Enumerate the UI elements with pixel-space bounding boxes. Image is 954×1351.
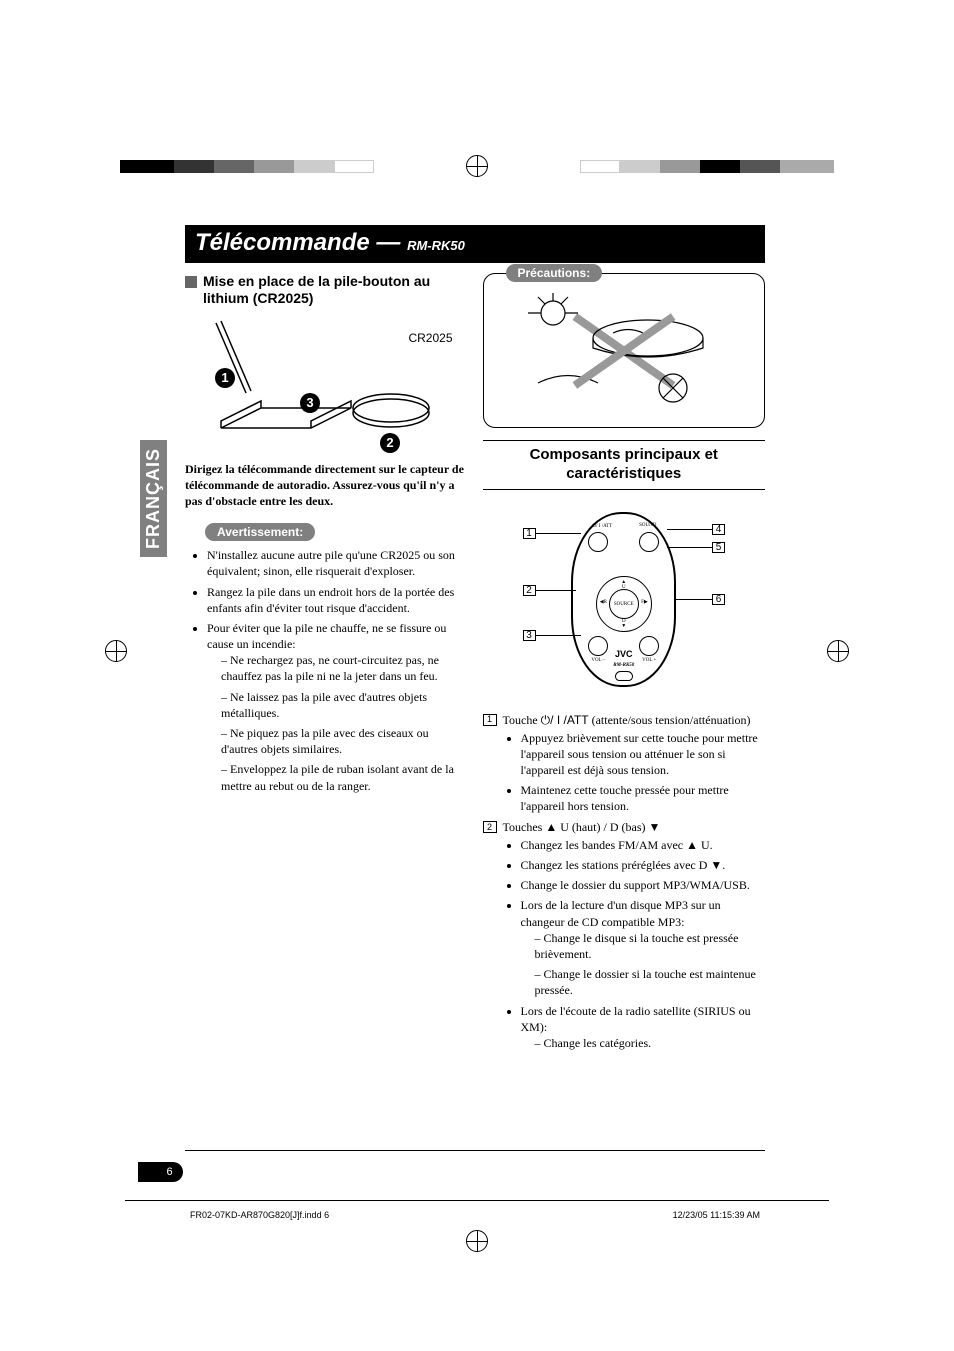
registration-mark-right bbox=[827, 640, 849, 662]
callout-6-line bbox=[675, 599, 712, 600]
section-marker-icon bbox=[185, 276, 197, 288]
precautions-box: Précautions: bbox=[483, 273, 766, 428]
footer-file: FR02-07KD-AR870G820[J]f.indd 6 bbox=[190, 1210, 329, 1220]
desc-num-2: 2 bbox=[483, 821, 497, 833]
remote-diagram: ⏻/ I /ATT SOUND SOURCE ▲U D▼ ◀R F▶ VOL –… bbox=[483, 500, 766, 700]
callout-1-line bbox=[536, 533, 581, 534]
warn-item-3-text: Pour éviter que la pile ne chauffe, ne s… bbox=[207, 621, 446, 651]
desc-2-s1: Change le disque si la touche est pressé… bbox=[535, 930, 766, 962]
registration-mark-bottom bbox=[466, 1230, 488, 1252]
desc-2-b4-text: Lors de la lecture d'un disque MP3 sur u… bbox=[521, 898, 721, 928]
aim-remote-paragraph: Dirigez la télécommande directement sur … bbox=[185, 461, 468, 510]
remote-led bbox=[615, 671, 633, 681]
page-content: Télécommande — RM-RK50 Mise en place de … bbox=[185, 225, 765, 1055]
desc-2-list: Changez les bandes FM/AM avec ▲ U. Chang… bbox=[483, 837, 766, 1051]
page-number: 6 bbox=[138, 1162, 183, 1182]
warn-item-1: N'installez aucune autre pile qu'une CR2… bbox=[207, 547, 468, 579]
desc-2-head: Touches ▲ U (haut) / D (bas) ▼ bbox=[503, 819, 661, 835]
callout-5: 5 bbox=[712, 542, 725, 553]
dpad-center: SOURCE bbox=[609, 589, 639, 619]
registration-mark-top bbox=[466, 155, 488, 177]
desc-2-b3: Change le dossier du support MP3/WMA/USB… bbox=[521, 877, 766, 893]
footer: FR02-07KD-AR870G820[J]f.indd 6 12/23/05 … bbox=[190, 1210, 760, 1220]
battery-install-diagram: CR2025 1 2 3 bbox=[185, 313, 468, 453]
desc-1-b2: Maintenez cette touche pressée pour mett… bbox=[521, 782, 766, 814]
footer-rule bbox=[125, 1200, 829, 1201]
desc-2-b5: Lors de l'écoute de la radio satellite (… bbox=[521, 1003, 766, 1052]
components-title: Composants principaux et caractéristique… bbox=[483, 440, 766, 490]
warn-item-3: Pour éviter que la pile ne chauffe, ne s… bbox=[207, 620, 468, 794]
warn-item-2: Rangez la pile dans un endroit hors de l… bbox=[207, 584, 468, 616]
desc-2-s3: Change les catégories. bbox=[535, 1035, 766, 1051]
precautions-svg bbox=[498, 288, 728, 408]
callout-4: 4 bbox=[712, 524, 725, 535]
callout-2: 2 bbox=[523, 585, 536, 596]
left-column: Mise en place de la pile-bouton au lithi… bbox=[185, 273, 468, 1055]
warn-sub-1: Ne rechargez pas, ne court-circuitez pas… bbox=[221, 652, 468, 684]
callout-4-line bbox=[667, 529, 712, 530]
desc-1-b1: Appuyez brièvement sur cette touche pour… bbox=[521, 730, 766, 779]
warning-sublist: Ne rechargez pas, ne court-circuitez pas… bbox=[207, 652, 468, 794]
title-bar: Télécommande — RM-RK50 bbox=[185, 225, 765, 263]
desc-num-1: 1 bbox=[483, 714, 497, 726]
label-att: ⏻/ I /ATT bbox=[587, 523, 617, 529]
warn-sub-2: Ne laissez pas la pile avec d'autres obj… bbox=[221, 689, 468, 721]
dpad-d: D▼ bbox=[597, 619, 651, 629]
component-descriptions: 1 Touche ⏻/ I /ATT (attente/sous tension… bbox=[483, 712, 766, 1052]
warn-sub-3: Ne piquez pas la pile avec des ciseaux o… bbox=[221, 725, 468, 757]
step-2-icon: 2 bbox=[380, 433, 400, 453]
content-bottom-rule bbox=[185, 1150, 765, 1151]
right-column: Précautions: bbox=[483, 273, 766, 1055]
crop-bar-right bbox=[580, 160, 834, 173]
callout-6: 6 bbox=[712, 594, 725, 605]
callout-3: 3 bbox=[523, 630, 536, 641]
step-1-icon: 1 bbox=[215, 368, 235, 388]
dpad-r: ◀R bbox=[600, 599, 607, 605]
footer-date: 12/23/05 11:15:39 AM bbox=[673, 1210, 760, 1220]
dpad: SOURCE ▲U D▼ ◀R F▶ bbox=[596, 576, 652, 632]
desc-2-b2: Changez les stations préréglées avec D ▼… bbox=[521, 857, 766, 873]
desc-2-b5-text: Lors de l'écoute de la radio satellite (… bbox=[521, 1004, 751, 1034]
battery-type-label: CR2025 bbox=[408, 331, 452, 345]
remote-body: ⏻/ I /ATT SOUND SOURCE ▲U D▼ ◀R F▶ VOL –… bbox=[571, 512, 676, 687]
label-sound: SOUND bbox=[635, 523, 660, 528]
warning-list: N'installez aucune autre pile qu'une CR2… bbox=[185, 547, 468, 794]
title-main: Télécommande — bbox=[195, 229, 407, 256]
desc-2-sub: Change le disque si la touche est pressé… bbox=[521, 930, 766, 999]
brand-label: JVC bbox=[573, 649, 674, 659]
step-3-icon: 3 bbox=[300, 393, 320, 413]
desc-2-sub2: Change les catégories. bbox=[521, 1035, 766, 1051]
desc-2-b4: Lors de la lecture d'un disque MP3 sur u… bbox=[521, 897, 766, 998]
btn-sound bbox=[639, 532, 659, 552]
warn-sub-4: Enveloppez la pile de ruban isolant avan… bbox=[221, 761, 468, 793]
crop-bar-left bbox=[120, 160, 374, 173]
callout-3-line bbox=[536, 635, 581, 636]
callout-2-line bbox=[536, 590, 576, 591]
callout-1: 1 bbox=[523, 528, 536, 539]
registration-mark-left bbox=[105, 640, 127, 662]
desc-2-b1: Changez les bandes FM/AM avec ▲ U. bbox=[521, 837, 766, 853]
precautions-label: Précautions: bbox=[506, 264, 603, 282]
desc-2-s2: Change le dossier si la touche est maint… bbox=[535, 966, 766, 998]
callout-5-line bbox=[667, 547, 712, 548]
section-title-battery: Mise en place de la pile-bouton au lithi… bbox=[203, 273, 468, 307]
desc-1-list: Appuyez brièvement sur cette touche pour… bbox=[483, 730, 766, 815]
dpad-u: ▲U bbox=[597, 580, 651, 590]
warning-label: Avertissement: bbox=[205, 523, 315, 541]
title-sub: RM-RK50 bbox=[407, 238, 465, 253]
btn-att bbox=[588, 532, 608, 552]
dpad-f: F▶ bbox=[641, 599, 648, 605]
language-tab: FRANÇAIS bbox=[140, 440, 167, 557]
desc-1-head: Touche ⏻/ I /ATT (attente/sous tension/a… bbox=[503, 712, 751, 728]
model-label: RM-RK50 bbox=[573, 663, 674, 668]
precautions-diagram bbox=[498, 288, 751, 413]
